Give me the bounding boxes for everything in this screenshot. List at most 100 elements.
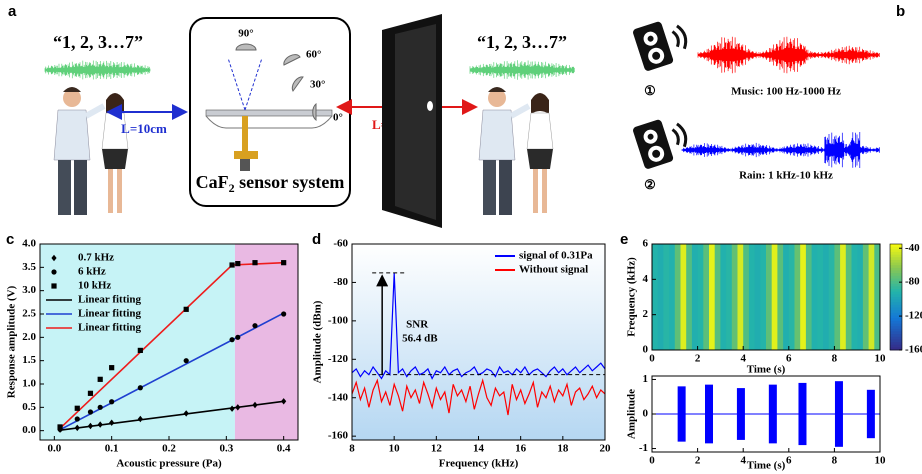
panel-label: c: [6, 231, 14, 248]
colorbar-cell: [890, 291, 902, 295]
colorbar-cell: [890, 344, 902, 348]
x-tick-label: 0.0: [47, 443, 61, 455]
heat-cell: [748, 244, 755, 350]
angle-label: 90°: [238, 28, 253, 40]
burst: [677, 386, 686, 442]
fit-line: [59, 312, 285, 431]
marker: [109, 419, 115, 426]
colorbar-cell: [890, 265, 902, 269]
x-tick-label: 16: [515, 443, 527, 455]
heat-cell: [697, 244, 704, 350]
source-marker: ①: [644, 83, 656, 98]
marker: [183, 358, 189, 364]
colorbar-cell: [890, 347, 902, 351]
colorbar-cell: [890, 246, 902, 250]
waveform-decor: [681, 132, 880, 168]
x-tick-label: 0.1: [105, 443, 119, 455]
heat-cell: [777, 244, 784, 350]
heat-cell: [805, 244, 812, 350]
x-tick-label: 0.4: [277, 443, 291, 455]
colorbar-cell: [890, 302, 902, 306]
marker: [281, 398, 287, 405]
y-tick-label: 4: [643, 273, 649, 285]
marker: [252, 401, 258, 409]
x-tick-label: 14: [473, 443, 485, 455]
legend-label: signal of 0.31Pa: [519, 250, 593, 262]
y-tick-label: 4.0: [22, 238, 36, 250]
angle-label: 60°: [306, 49, 321, 61]
panel-label: e: [620, 231, 628, 248]
marker: [252, 323, 258, 329]
heat-cell: [845, 244, 852, 350]
panel-label: d: [312, 231, 321, 248]
marker: [97, 404, 103, 410]
heat-cell: [857, 244, 864, 350]
heat-cell: [720, 244, 727, 350]
burst: [705, 384, 713, 444]
colorbar-cell: [890, 251, 902, 255]
heat-cell: [663, 244, 670, 350]
heat-cell: [794, 244, 801, 350]
panel-label: b: [896, 3, 905, 20]
legend-marker: [51, 283, 57, 289]
y-axis-label: Frequency (kHz): [626, 257, 638, 337]
heat-cell: [771, 244, 778, 350]
waveform-decor: [44, 60, 151, 80]
heat-cell: [811, 244, 818, 350]
marker: [74, 424, 80, 432]
x-tick-label: 6: [786, 353, 792, 365]
y-tick-label: -1: [639, 442, 648, 454]
y-axis-label: Response amplitude (V): [6, 285, 18, 398]
colorbar-cell: [890, 254, 902, 258]
colorbar-cell: [890, 320, 902, 324]
marker: [109, 365, 115, 371]
x-axis-label: Time (s): [747, 460, 786, 472]
door-panel: [395, 24, 436, 220]
heat-cell: [743, 244, 750, 350]
y-tick-label: 0: [643, 408, 649, 420]
x-tick-label: 4: [740, 455, 746, 467]
colorbar-cell: [890, 312, 902, 316]
colorbar-cell: [890, 262, 902, 266]
colorbar-cell: [890, 278, 902, 282]
x-tick-label: 8: [349, 443, 355, 455]
x-tick-label: 10: [389, 443, 401, 455]
heat-cell: [652, 244, 659, 350]
legend-marker: [51, 254, 57, 262]
marker: [235, 334, 241, 340]
x-tick-label: 0.2: [162, 443, 176, 455]
legend-marker: [51, 269, 57, 275]
fit-line: [59, 400, 284, 431]
marker: [74, 405, 80, 411]
legend-label: Linear fitting: [78, 294, 142, 306]
colorbar-cell: [890, 267, 902, 271]
x-tick-label: 8: [832, 455, 838, 467]
heat-cell: [691, 244, 698, 350]
heat-cell: [834, 244, 841, 350]
colorbar-label: -40: [905, 242, 920, 254]
heat-cell: [669, 244, 676, 350]
x-tick-label: 8: [832, 353, 838, 365]
x-tick-label: 0.3: [219, 443, 233, 455]
heat-cell: [709, 244, 716, 350]
x-tick-label: 10: [875, 353, 887, 365]
heat-cell: [726, 244, 733, 350]
source-label: Music: 100 Hz-1000 Hz: [731, 86, 841, 98]
y-tick-label: -140: [328, 391, 349, 403]
heat-cell: [800, 244, 807, 350]
marker: [229, 337, 235, 343]
colorbar-cell: [890, 273, 902, 277]
legend-label: Linear fitting: [78, 322, 142, 334]
marker: [183, 306, 189, 312]
y-tick-label: -120: [328, 353, 349, 365]
heat-cell: [760, 244, 767, 350]
sensor-subscript: 2: [229, 181, 235, 195]
speech: “1, 2, 3…7”: [53, 32, 143, 52]
y-tick-label: -60: [333, 238, 348, 250]
x-tick-label: 4: [740, 353, 746, 365]
colorbar-cell: [890, 283, 902, 287]
speech: “1, 2, 3…7”: [477, 32, 567, 52]
heat-cell: [828, 244, 835, 350]
heat-cell: [737, 244, 744, 350]
marker: [87, 409, 94, 415]
